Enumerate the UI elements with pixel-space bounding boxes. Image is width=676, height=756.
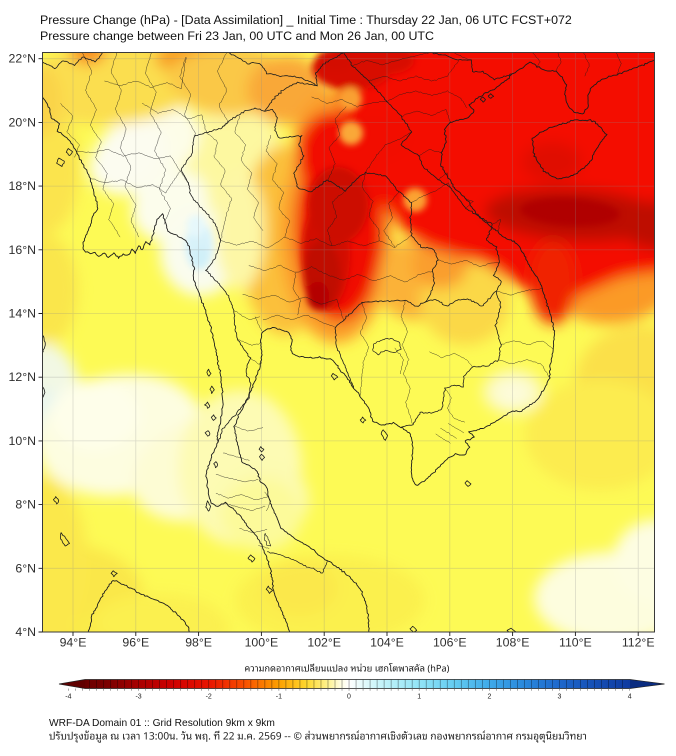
svg-text:108°E: 108°E (496, 636, 530, 650)
svg-text:18°N: 18°N (9, 179, 36, 193)
svg-text:110°E: 110°E (559, 636, 592, 650)
svg-text:2: 2 (487, 694, 491, 701)
svg-text:10°N: 10°N (9, 434, 36, 448)
svg-text:-1: -1 (276, 694, 282, 701)
svg-text:WRF-DA Domain 01 :: Grid Resol: WRF-DA Domain 01 :: Grid Resolution 9km … (49, 718, 275, 729)
svg-text:Pressure Change (hPa) - [Data: Pressure Change (hPa) - [Data Assimilati… (40, 13, 572, 27)
svg-text:-4: -4 (65, 694, 71, 701)
svg-text:3: 3 (558, 694, 562, 701)
svg-text:14°N: 14°N (9, 307, 36, 321)
svg-text:102°E: 102°E (307, 636, 341, 650)
svg-text:106°E: 106°E (433, 636, 467, 650)
svg-text:4°N: 4°N (15, 625, 36, 639)
svg-text:94°E: 94°E (60, 636, 87, 650)
svg-text:12°N: 12°N (9, 370, 36, 384)
svg-text:98°E: 98°E (185, 636, 212, 650)
svg-text:Pressure change between Fri 23: Pressure change between Fri 23 Jan, 00 U… (40, 29, 434, 43)
svg-text:8°N: 8°N (15, 498, 36, 512)
svg-text:16°N: 16°N (9, 243, 36, 257)
svg-text:6°N: 6°N (15, 561, 36, 575)
svg-text:96°E: 96°E (122, 636, 149, 650)
svg-text:4: 4 (628, 694, 632, 701)
svg-text:112°E: 112°E (622, 636, 655, 650)
svg-text:0: 0 (347, 694, 351, 701)
svg-text:104°E: 104°E (370, 636, 404, 650)
svg-text:-3: -3 (135, 694, 141, 701)
svg-text:22°N: 22°N (9, 52, 36, 66)
svg-text:100°E: 100°E (245, 636, 279, 650)
svg-text:-2: -2 (206, 694, 212, 701)
svg-text:20°N: 20°N (9, 115, 36, 129)
svg-text:1: 1 (417, 694, 421, 701)
